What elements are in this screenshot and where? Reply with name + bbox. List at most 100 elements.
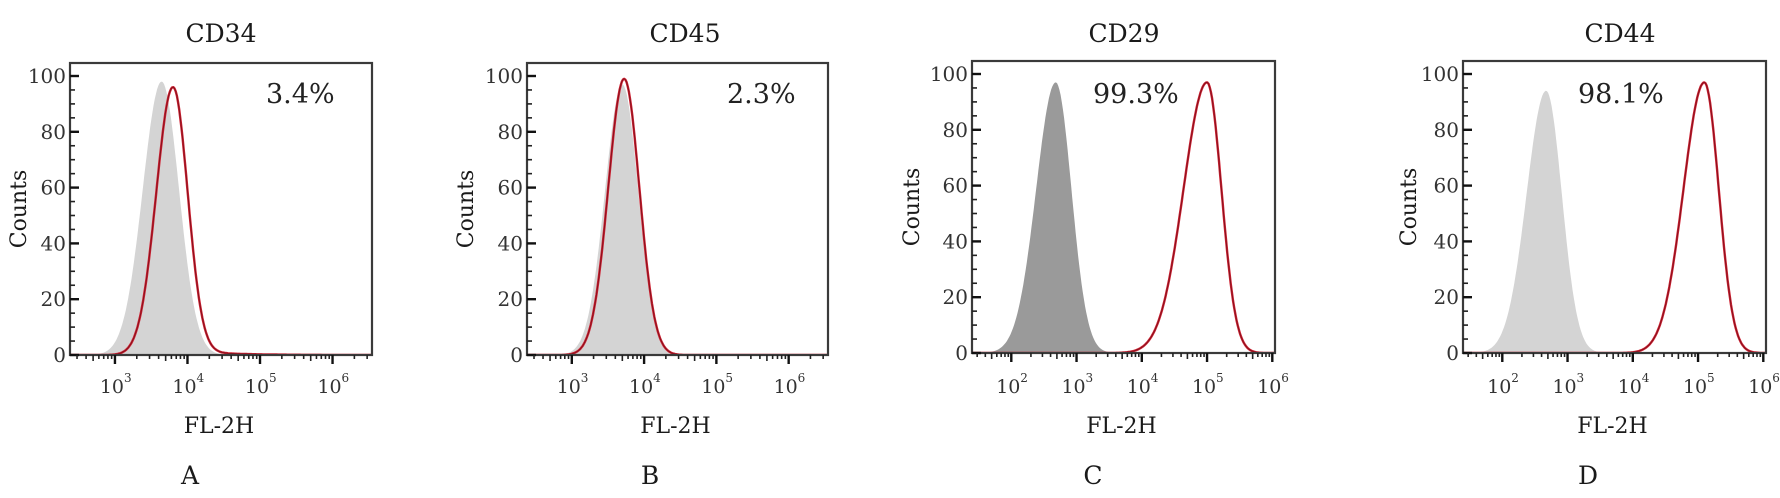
- x-tick-label: 10: [1192, 376, 1216, 398]
- y-tick-label: 0: [955, 341, 968, 365]
- x-tick-label: 10: [1487, 376, 1511, 398]
- isotype-histogram: [527, 84, 828, 355]
- y-tick-label: 80: [41, 120, 66, 144]
- x-tick-exponent: 5: [1707, 371, 1715, 385]
- y-tick-label: 0: [510, 343, 523, 367]
- stained-histogram-core: [527, 78, 828, 355]
- x-tick-label: 10: [100, 376, 124, 398]
- y-tick-label: 40: [1434, 229, 1459, 253]
- x-axis-label: FL-2H: [1086, 414, 1157, 439]
- y-tick-label: 60: [943, 174, 968, 198]
- percent-positive-label: 3.4%: [266, 79, 335, 110]
- y-tick-label: 80: [943, 118, 968, 142]
- x-tick-exponent: 2: [1511, 371, 1519, 385]
- isotype-histogram: [972, 82, 1275, 353]
- y-axis-label: Counts: [454, 170, 479, 249]
- y-axis-label: Counts: [900, 168, 925, 247]
- plot-area: [70, 81, 372, 355]
- panel-letter: D: [1578, 461, 1598, 490]
- y-tick-label: 0: [53, 343, 66, 367]
- plot-area: [1463, 81, 1766, 353]
- y-axis-label: Counts: [7, 170, 32, 249]
- plot-frame: [1461, 59, 1768, 355]
- y-tick-label: 100: [930, 62, 968, 86]
- x-axis-label: FL-2H: [1577, 414, 1648, 439]
- x-tick-label: 10: [774, 376, 798, 398]
- plot-area: [527, 77, 828, 355]
- x-tick-label: 10: [1683, 376, 1707, 398]
- y-tick-label: 60: [498, 176, 523, 200]
- plot-frame: [970, 59, 1277, 355]
- stained-histogram-line: [70, 86, 372, 355]
- y-tick-label: 40: [41, 231, 66, 255]
- y-tick-label: 20: [498, 287, 523, 311]
- stained-histogram-line: [527, 77, 828, 355]
- panel-cd44: CD44 Counts FL-2H 98.1% D 0 20 40 60 80 100 10…: [1397, 19, 1780, 490]
- x-tick-exponent: 3: [124, 371, 132, 385]
- y-tick-label: 100: [1421, 62, 1459, 86]
- stained-histogram-core: [70, 86, 372, 355]
- percent-positive-label: 98.1%: [1578, 79, 1664, 110]
- x-axis-label: FL-2H: [184, 414, 255, 439]
- x-tick-label: 10: [701, 376, 725, 398]
- x-tick-label: 10: [1748, 376, 1772, 398]
- x-tick-label: 10: [1257, 376, 1281, 398]
- x-tick-exponent: 5: [1216, 371, 1224, 385]
- stained-histogram-core: [972, 82, 1275, 353]
- x-tick-exponent: 4: [196, 371, 204, 385]
- x-tick-label: 10: [172, 376, 196, 398]
- y-tick-label: 80: [1434, 118, 1459, 142]
- x-tick-label: 10: [557, 376, 581, 398]
- stained-histogram-core: [1463, 81, 1766, 353]
- x-tick-exponent: 5: [269, 371, 277, 385]
- x-tick-label: 10: [245, 376, 269, 398]
- plot-area: [972, 81, 1275, 353]
- x-tick-exponent: 5: [725, 371, 733, 385]
- y-tick-label: 40: [943, 229, 968, 253]
- x-tick-exponent: 3: [1577, 371, 1585, 385]
- x-tick-exponent: 6: [1772, 371, 1780, 385]
- x-tick-exponent: 2: [1020, 371, 1028, 385]
- x-tick-exponent: 6: [342, 371, 350, 385]
- panel-title: CD44: [1585, 19, 1656, 48]
- y-tick-label: 80: [498, 120, 523, 144]
- panel-letter: C: [1083, 461, 1102, 490]
- y-tick-label: 40: [498, 231, 523, 255]
- x-tick-label: 10: [996, 376, 1020, 398]
- percent-positive-label: 2.3%: [727, 79, 796, 110]
- x-tick-label: 10: [629, 376, 653, 398]
- panel-letter: A: [180, 461, 200, 490]
- x-tick-exponent: 3: [1086, 371, 1094, 385]
- plot-frame: [68, 61, 374, 357]
- panel-letter: B: [641, 461, 659, 490]
- y-tick-label: 100: [28, 64, 66, 88]
- x-tick-label: 10: [1061, 376, 1085, 398]
- y-tick-label: 20: [41, 287, 66, 311]
- x-axis-label: FL-2H: [640, 414, 711, 439]
- y-tick-label: 60: [1434, 174, 1459, 198]
- y-axis-label: Counts: [1397, 168, 1422, 247]
- isotype-histogram: [70, 81, 372, 355]
- isotype-histogram: [1463, 90, 1766, 353]
- y-tick-label: 20: [943, 285, 968, 309]
- x-tick-label: 10: [1618, 376, 1642, 398]
- x-tick-exponent: 4: [653, 371, 661, 385]
- y-tick-label: 60: [41, 176, 66, 200]
- x-tick-exponent: 6: [1281, 371, 1289, 385]
- stained-histogram-line: [972, 81, 1275, 353]
- y-tick-label: 20: [1434, 285, 1459, 309]
- x-tick-exponent: 6: [798, 371, 806, 385]
- y-tick-label: 0: [1446, 341, 1459, 365]
- percent-positive-label: 99.3%: [1093, 79, 1179, 110]
- panel-title: CD34: [186, 19, 257, 48]
- y-tick-label: 100: [485, 64, 523, 88]
- panel-cd29: CD29 Counts FL-2H 99.3% C 0 20 40 60 80 100 10…: [900, 19, 1289, 490]
- x-tick-label: 10: [1552, 376, 1576, 398]
- x-tick-label: 10: [1127, 376, 1151, 398]
- x-tick-label: 10: [317, 376, 341, 398]
- plot-frame: [525, 61, 830, 357]
- x-tick-exponent: 4: [1151, 371, 1159, 385]
